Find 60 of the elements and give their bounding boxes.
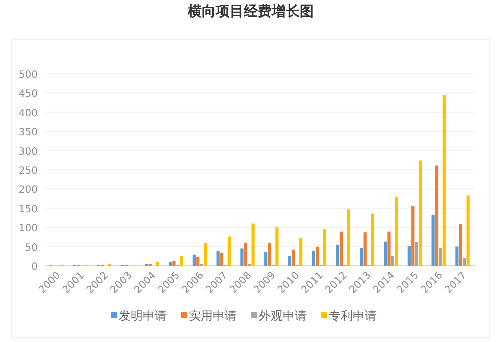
bar — [168, 262, 172, 266]
bar — [156, 262, 160, 266]
bar — [340, 232, 344, 266]
bar — [415, 242, 418, 266]
bar — [432, 214, 435, 266]
bar — [395, 197, 398, 266]
bar — [312, 251, 316, 266]
bar — [276, 228, 279, 266]
y-tick-label: 150 — [18, 204, 38, 216]
bar — [466, 196, 470, 266]
bar — [300, 238, 303, 266]
bar — [180, 256, 184, 266]
bar — [196, 257, 200, 266]
y-tick-label: 250 — [18, 166, 38, 177]
y-tick-label: 50 — [25, 242, 38, 254]
bar — [240, 248, 244, 266]
bar — [418, 160, 422, 266]
legend-label: 实用申请 — [189, 309, 237, 323]
bar — [192, 254, 196, 266]
bar — [288, 256, 292, 266]
bar — [216, 251, 220, 266]
bar — [204, 242, 208, 266]
bar — [316, 247, 320, 266]
bar — [408, 246, 411, 266]
y-tick-label: 200 — [18, 185, 38, 196]
bar — [435, 166, 439, 266]
bar — [463, 258, 466, 266]
bar — [264, 252, 268, 266]
y-tick-label: 350 — [18, 128, 38, 139]
bar — [336, 244, 340, 266]
bar — [347, 210, 350, 266]
bar — [292, 250, 296, 266]
y-tick-label: 400 — [18, 108, 38, 120]
bar — [228, 236, 231, 266]
bar — [268, 242, 272, 266]
bar — [220, 252, 224, 266]
legend-label: 专利申请 — [329, 309, 377, 323]
bar — [244, 242, 248, 266]
y-tick-label: 0 — [32, 262, 38, 273]
y-tick-label: 500 — [18, 70, 38, 81]
bar — [360, 248, 364, 266]
legend-label: 外观申请 — [259, 309, 307, 323]
bar — [439, 248, 442, 266]
bar — [391, 256, 394, 266]
bar — [384, 242, 388, 266]
bar — [442, 96, 446, 266]
y-tick-label: 100 — [18, 224, 38, 235]
chart-title: 横向项目经费增长图 — [187, 4, 314, 20]
legend-label: 发明申请 — [119, 309, 167, 323]
bar — [172, 261, 176, 266]
bar — [364, 232, 367, 266]
bar — [388, 232, 391, 266]
bar — [371, 214, 374, 266]
bar — [456, 246, 459, 266]
y-tick-label: 450 — [18, 89, 38, 100]
bar — [412, 206, 415, 266]
bar — [323, 230, 327, 266]
bar — [459, 224, 462, 266]
bar — [252, 224, 255, 266]
y-tick-label: 300 — [18, 146, 38, 158]
